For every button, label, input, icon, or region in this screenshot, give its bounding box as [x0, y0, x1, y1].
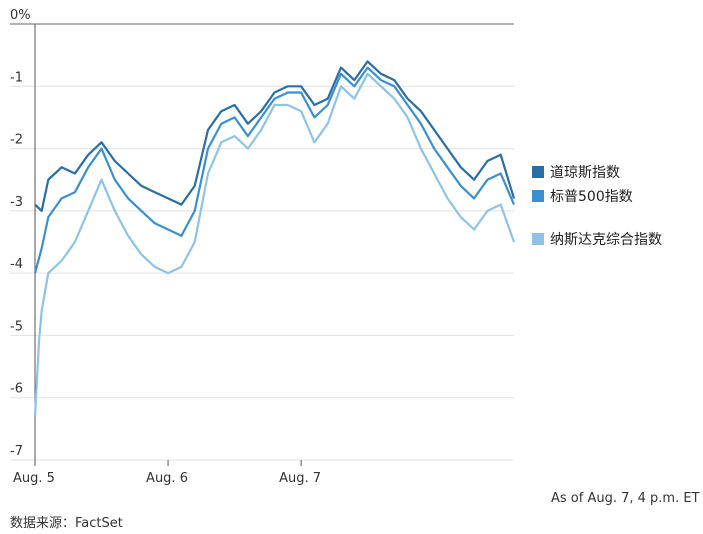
x-tick-label: Aug. 5 [13, 471, 55, 486]
x-tick-label: Aug. 7 [279, 471, 321, 486]
legend-swatch-sp500 [532, 190, 544, 202]
series-lines [33, 60, 516, 417]
x-axis-ticks: Aug. 5 Aug. 6 Aug. 7 [13, 460, 321, 486]
source-note: 数据来源：FactSet [10, 516, 123, 531]
legend-label-sp500: 标普500指数 [550, 189, 633, 205]
as-of-note: As of Aug. 7, 4 p.m. ET [551, 491, 700, 506]
series-line-1 [33, 66, 516, 274]
legend-label-dow: 道琼斯指数 [550, 165, 620, 181]
series-line-2 [33, 72, 516, 417]
legend-swatch-dow [532, 166, 544, 178]
series-line-0 [34, 60, 516, 212]
legend-label-nasdaq: 纳斯达克综合指数 [550, 232, 662, 248]
grid-lines [10, 23, 514, 466]
y-tick-label: -4 [10, 257, 23, 272]
legend-item-dow: 道琼斯指数 [532, 162, 620, 182]
y-tick-label: -1 [10, 70, 23, 85]
y-tick-label: -3 [10, 195, 23, 210]
y-tick-label: -7 [10, 444, 23, 459]
y-tick-label: -6 [10, 382, 23, 397]
legend-swatch-nasdaq [532, 233, 544, 245]
y-tick-label: -5 [10, 319, 23, 334]
legend-item-sp500: 标普500指数 [532, 186, 633, 206]
x-tick-label: Aug. 6 [146, 471, 188, 486]
y-tick-label: 0% [10, 8, 31, 23]
y-tick-label: -2 [10, 133, 23, 148]
legend-item-nasdaq: 纳斯达克综合指数 [532, 229, 662, 249]
y-axis-ticks: 0% -1 -2 -3 -4 -5 -6 -7 [10, 8, 31, 459]
